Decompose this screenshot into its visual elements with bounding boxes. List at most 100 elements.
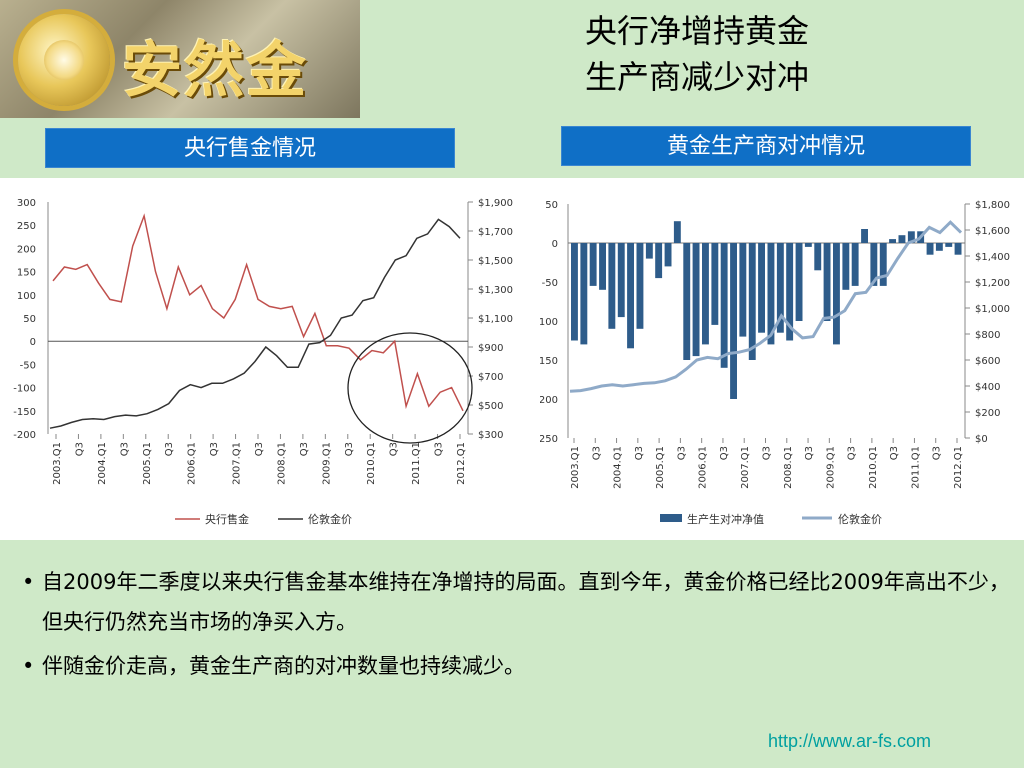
y-right-tick-label: $1,900	[478, 198, 513, 209]
y-left-tick-label: -100	[13, 384, 36, 395]
hedge-bar	[730, 243, 737, 399]
hedge-bar	[617, 243, 625, 318]
hedge-bar	[599, 243, 606, 290]
hedge-bar	[589, 243, 597, 286]
title-line-2: 生产商减少对冲	[585, 58, 810, 96]
right-chart-header: 黄金生产商对冲情况	[561, 126, 971, 166]
hedge-bar	[879, 243, 887, 286]
website-link[interactable]: http://www.ar-fs.com	[768, 731, 932, 751]
x-tick-label: Q3	[344, 442, 355, 456]
x-tick-label: Q3	[74, 442, 85, 456]
x-tick-label: 2006.Q1	[698, 446, 709, 489]
x-tick-label: Q3	[932, 446, 943, 460]
hedge-bar	[645, 243, 653, 259]
x-tick-label: 2004.Q1	[97, 442, 108, 485]
y-left-tick-label: 300	[17, 198, 36, 209]
hedge-bar	[851, 243, 859, 286]
hedge-bar	[786, 243, 794, 341]
hedge-bar	[608, 243, 616, 329]
x-tick-label: 2010.Q1	[366, 442, 377, 485]
x-tick-label: 2012.Q1	[953, 446, 964, 489]
x-tick-label: 2003.Q1	[52, 442, 63, 485]
series-line-london-gold-price	[569, 220, 963, 393]
x-tick-label: 2004.Q1	[613, 446, 624, 489]
hedge-bar	[795, 243, 803, 321]
y-left-tick-label: 250	[17, 221, 36, 232]
hedge-bar	[758, 243, 765, 333]
y-left-tick-label: 50	[23, 314, 36, 325]
x-tick-label: 2007.Q1	[232, 442, 243, 485]
hedge-bar	[739, 243, 747, 337]
y-left-tick-label: -150	[13, 407, 36, 418]
hedge-bar	[636, 243, 644, 329]
hedge-bar	[702, 243, 709, 345]
x-tick-label: Q3	[719, 446, 730, 460]
bullet-list: 自2009年二季度以来央行售金基本维持在净增持的局面。直到今年，黄金价格已经比2…	[22, 562, 1017, 690]
hedge-bar	[627, 243, 634, 349]
y-left-tick-label: -50	[20, 360, 36, 371]
legend-label-hedge: 生产生对冲净值	[687, 512, 764, 526]
hedge-bar	[767, 243, 775, 345]
hedge-bar	[945, 243, 953, 247]
x-tick-label: Q3	[119, 442, 130, 456]
y-right-tick-label: $1,300	[478, 285, 513, 296]
hedge-bar	[823, 243, 831, 321]
y-left-tick-label: 100	[17, 291, 36, 302]
y-right-tick-label: $1,400	[975, 252, 1010, 263]
hedge-bar	[692, 243, 700, 357]
x-tick-label: Q3	[804, 446, 815, 460]
y-left-tick-label: 50	[545, 200, 558, 211]
x-tick-label: Q3	[889, 446, 900, 460]
x-tick-label: Q3	[591, 446, 602, 460]
series-line-london-gold-price	[49, 218, 461, 429]
hedge-bar	[889, 239, 896, 243]
y-right-tick-label: $900	[478, 343, 503, 354]
hedge-bar	[580, 243, 588, 345]
hedge-bar	[833, 243, 840, 345]
y-right-tick-label: $200	[975, 408, 1000, 419]
hedge-bar	[898, 235, 906, 243]
y-right-tick-label: $1,000	[975, 304, 1010, 315]
x-tick-label: 2003.Q1	[570, 446, 581, 489]
y-right-tick-label: $1,500	[478, 256, 513, 267]
y-right-tick-label: $0	[975, 434, 988, 445]
x-tick-label: 2008.Q1	[783, 446, 794, 489]
y-right-tick-label: $600	[975, 356, 1000, 367]
legend-label-sales: 央行售金	[205, 512, 249, 526]
y-left-tick-label: 0	[552, 239, 558, 250]
x-tick-label: 2011.Q1	[411, 442, 422, 485]
legend-label-price: 伦敦金价	[838, 512, 882, 526]
x-tick-label: Q3	[254, 442, 265, 456]
highlight-circle-annotation	[347, 332, 473, 444]
y-left-tick-label: 0	[30, 337, 36, 348]
hedge-bar	[935, 243, 943, 251]
x-tick-label: Q3	[434, 442, 445, 456]
hedge-bar	[748, 243, 756, 360]
y-right-tick-label: $800	[975, 330, 1000, 341]
y-left-tick-label: 200	[17, 244, 36, 255]
x-tick-label: Q3	[847, 446, 858, 460]
y-right-tick-label: $400	[975, 382, 1000, 393]
y-right-tick-label: $1,700	[478, 227, 513, 238]
hedge-bar	[776, 243, 784, 333]
y-left-tick-label: -150	[540, 356, 558, 367]
x-tick-label: Q3	[634, 446, 645, 460]
hedge-bar	[861, 229, 868, 243]
brand-logo: 安然金融	[0, 0, 360, 118]
x-tick-label: Q3	[164, 442, 175, 456]
hedge-bar	[571, 243, 578, 341]
brand-name: 安然金融	[122, 36, 308, 106]
hedge-bar	[926, 243, 934, 255]
x-tick-label: Q3	[762, 446, 773, 460]
y-right-tick-label: $1,800	[975, 200, 1010, 211]
hedge-bar	[683, 243, 691, 360]
hedge-bar	[673, 221, 681, 243]
y-right-tick-label: $1,600	[975, 226, 1010, 237]
y-right-tick-label: $700	[478, 372, 503, 383]
bullet-item-2: 伴随金价走高，黄金生产商的对冲数量也持续减少。	[22, 646, 1017, 686]
x-tick-label: 2010.Q1	[868, 446, 879, 489]
central-bank-sales-chart: 300 250 200 150 100 50 0 -50 -100 -150 -200 $1,900 $…	[13, 198, 513, 526]
x-tick-label: 2008.Q1	[276, 442, 287, 485]
y-left-tick-label: -200	[13, 430, 36, 441]
y-right-tick-label: $300	[478, 430, 503, 441]
